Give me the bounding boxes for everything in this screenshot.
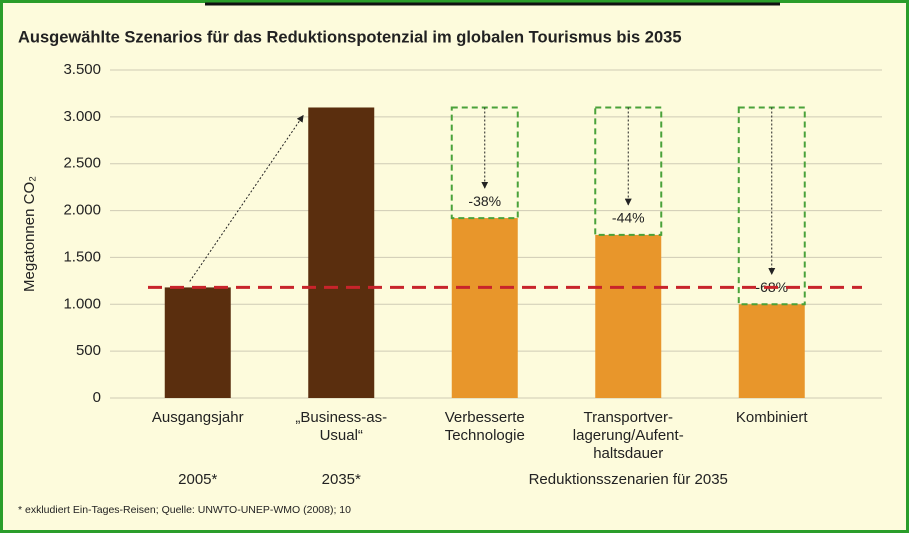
- bar: [738, 304, 805, 398]
- y-axis-label: Megatonnen CO₂: [21, 176, 38, 292]
- x-tick-label: Verbesserte Technologie: [445, 409, 525, 444]
- y-tick-label: 1.500: [63, 248, 101, 265]
- x-tick-label: Transportver-lagerung/Aufent-haltsdauer: [573, 409, 684, 462]
- x-tick-label: Ausgangsjahr: [152, 409, 244, 426]
- growth-arrow: [189, 114, 304, 282]
- reduction-label: -38%: [468, 193, 501, 209]
- y-tick-label: 2.500: [63, 155, 101, 172]
- group-label: 2035*: [322, 471, 361, 488]
- bar: [164, 287, 231, 398]
- y-tick-label: 500: [76, 342, 101, 359]
- bar: [595, 234, 662, 398]
- group-label: Reduktionsszenarien für 2035: [529, 471, 728, 488]
- reduction-label: -44%: [612, 210, 645, 226]
- y-tick-label: 3.500: [63, 61, 101, 78]
- y-tick-label: 0: [93, 389, 101, 406]
- chart-title: Ausgewählte Szenarios für das Reduktions…: [18, 28, 682, 46]
- footnote: * exkludiert Ein-Tages-Reisen; Quelle: U…: [18, 504, 351, 516]
- bar: [451, 218, 518, 398]
- bar: [308, 107, 375, 398]
- y-tick-label: 2.000: [63, 202, 101, 219]
- group-label: 2005*: [178, 471, 217, 488]
- y-tick-label: 1.000: [63, 295, 101, 312]
- x-tick-label: Kombiniert: [736, 409, 809, 426]
- x-tick-label: „Business-as-Usual“: [295, 409, 387, 444]
- y-tick-label: 3.000: [63, 108, 101, 125]
